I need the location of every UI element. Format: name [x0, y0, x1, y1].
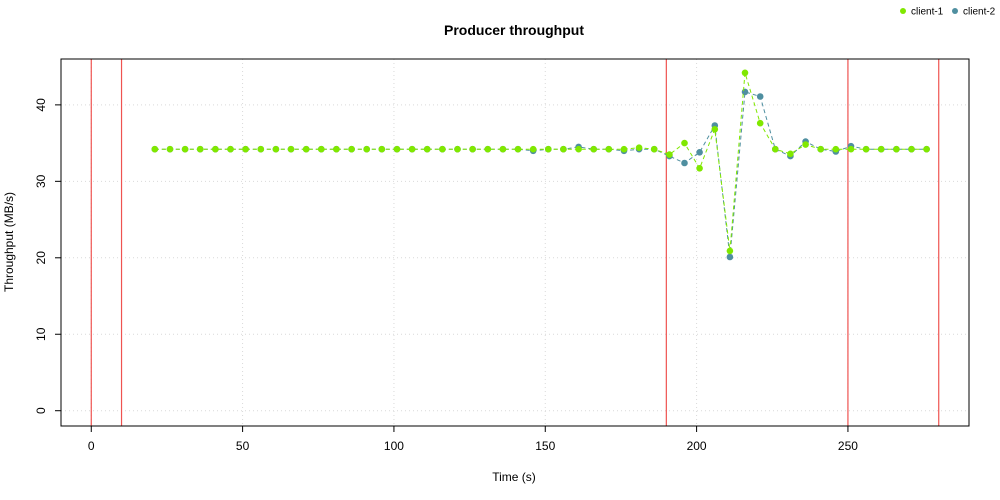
data-point — [681, 139, 688, 147]
data-point — [605, 145, 613, 153]
data-point — [560, 145, 567, 153]
grid — [61, 59, 969, 426]
data-point — [439, 145, 446, 153]
data-point — [333, 145, 340, 153]
data-point — [408, 145, 416, 153]
legend-swatch — [952, 8, 958, 14]
data-point — [802, 141, 809, 148]
data-point — [469, 145, 476, 153]
data-point — [711, 126, 719, 133]
data-point — [545, 145, 552, 153]
data-point — [696, 165, 703, 172]
data-point — [787, 150, 794, 158]
data-point — [575, 145, 582, 153]
data-point — [514, 145, 522, 153]
data-point — [650, 145, 658, 153]
data-point — [287, 145, 295, 153]
y-tick-label: 10 — [34, 327, 48, 341]
data-point — [363, 145, 371, 153]
data-point — [454, 145, 461, 153]
data-point — [908, 145, 915, 153]
legend: client-1 client-2 — [900, 7, 996, 18]
data-point — [196, 145, 204, 153]
data-point — [257, 145, 265, 153]
data-point — [862, 145, 870, 153]
data-point — [318, 145, 325, 153]
data-point — [817, 145, 824, 153]
data-point — [756, 93, 764, 100]
legend-swatch — [900, 8, 906, 14]
data-point — [227, 145, 234, 153]
data-point — [696, 149, 703, 156]
x-axis-label: Time (s) — [492, 470, 536, 484]
data-point — [242, 145, 249, 153]
data-point — [529, 145, 537, 153]
data-point — [756, 119, 764, 127]
data-point — [681, 159, 688, 167]
vertical-markers — [90, 59, 940, 426]
data-point — [484, 145, 492, 153]
data-point — [590, 145, 597, 153]
data-point — [877, 145, 885, 153]
legend-label: client-2 — [963, 7, 996, 18]
data-point — [212, 145, 219, 153]
y-axis-label: Throughput (MB/s) — [2, 192, 16, 292]
data-point — [302, 145, 310, 153]
data-point — [832, 145, 840, 153]
legend-item-client-1: client-1 — [900, 7, 944, 18]
data-point — [181, 145, 189, 153]
y-tick-label: 20 — [34, 251, 48, 265]
series-client-1 — [151, 69, 930, 255]
data-point — [726, 253, 734, 261]
data-point — [272, 145, 280, 153]
data-point — [635, 144, 643, 151]
data-point — [393, 145, 401, 153]
series-layer — [151, 69, 930, 261]
y-tick-label: 0 — [34, 407, 48, 414]
x-tick-label: 200 — [687, 439, 707, 453]
x-tick-label: 100 — [384, 439, 404, 453]
data-point — [499, 145, 507, 153]
x-tick-label: 150 — [535, 439, 555, 453]
y-tick-label: 40 — [34, 98, 48, 112]
x-tick-label: 50 — [236, 439, 250, 453]
data-point — [348, 145, 355, 153]
data-point — [741, 69, 749, 77]
data-point — [423, 145, 431, 153]
data-point — [151, 145, 159, 153]
data-point — [923, 145, 930, 153]
data-point — [378, 145, 386, 153]
data-point — [726, 247, 734, 255]
legend-item-client-2: client-2 — [952, 7, 996, 18]
chart-title: Producer throughput — [444, 22, 584, 38]
x-tick-label: 0 — [88, 439, 95, 453]
axes: 0 50 100 150 200 250 0 10 20 30 40 — [34, 98, 858, 453]
data-point — [847, 145, 855, 153]
data-point — [166, 145, 174, 153]
data-point — [620, 145, 628, 153]
data-point — [772, 145, 779, 153]
series-line — [154, 72, 927, 251]
y-tick-label: 30 — [34, 174, 48, 188]
data-point — [893, 145, 900, 153]
x-tick-label: 250 — [838, 439, 858, 453]
data-point — [666, 151, 673, 158]
legend-label: client-1 — [911, 7, 944, 18]
